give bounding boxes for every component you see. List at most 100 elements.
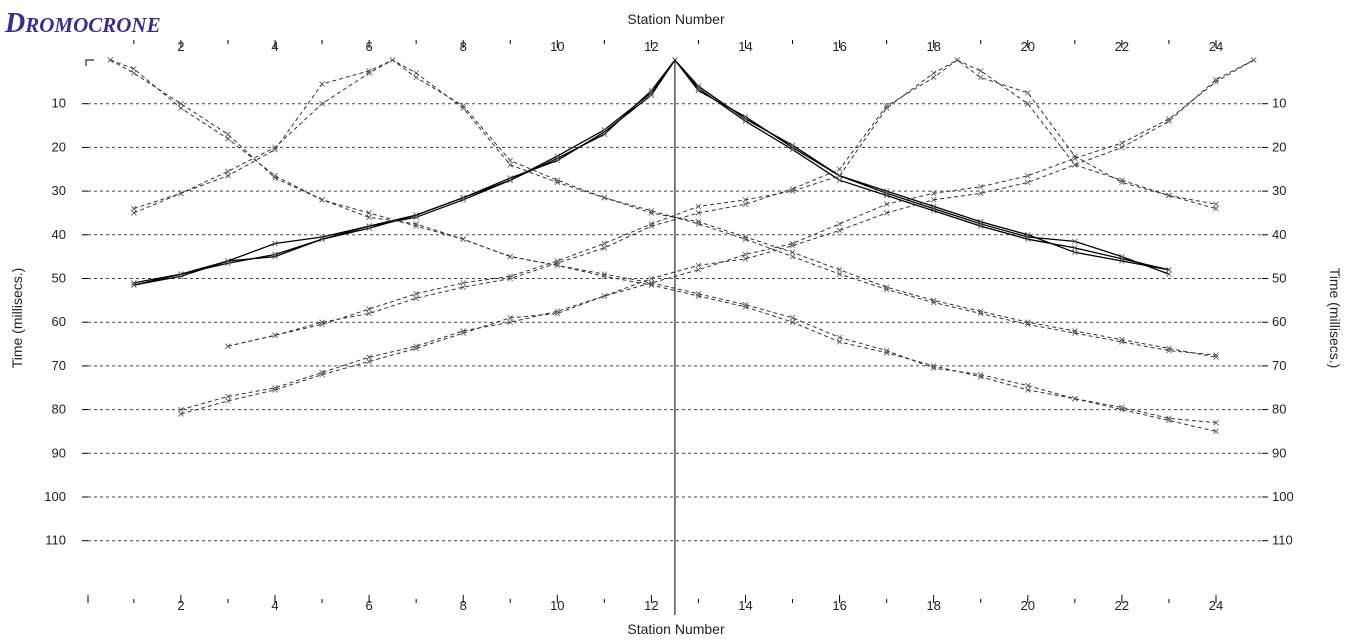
- series-6-point-16: [789, 315, 796, 321]
- series-1-point-11: [601, 127, 608, 133]
- x-tick-label-bottom-18: 18: [926, 598, 940, 613]
- series-5-point-5: [319, 81, 325, 87]
- series-8-point-7: [507, 273, 514, 280]
- series-5-point-13: [648, 207, 655, 214]
- series-5-point-2: [178, 190, 184, 197]
- series-6-point-5: [272, 173, 278, 179]
- series-5-point-20: [977, 310, 984, 317]
- series-9-point-16: [930, 74, 937, 81]
- series-7-point-24: [1166, 417, 1172, 424]
- series-10-point-13: [742, 256, 749, 262]
- x-tick-label-bottom-6: 6: [365, 598, 372, 613]
- series-9-point-10: [648, 223, 655, 229]
- series-7-point-21: [1025, 387, 1031, 393]
- series-4-point-3: [225, 168, 231, 175]
- series-11-point-7: [460, 328, 466, 334]
- series-4-point-23: [1119, 336, 1125, 343]
- series-11-line: [180, 59, 1254, 411]
- series-3-point-21: [1025, 232, 1031, 238]
- series-7-point-4: [225, 131, 231, 138]
- series-9-point-21: [1119, 179, 1125, 186]
- series-9-point-6: [460, 284, 466, 291]
- series-3-point-6: [366, 223, 372, 229]
- series-7-point-15: [742, 304, 749, 310]
- series-2-point-18: [883, 192, 890, 199]
- series-10-point-20: [1072, 162, 1078, 168]
- x-tick-label-top-12: 12: [644, 39, 658, 54]
- series-6-point-23: [1119, 404, 1125, 411]
- series-9-point-9: [601, 245, 608, 251]
- corner-bracket: [85, 59, 94, 66]
- series-5-point-19: [930, 299, 937, 306]
- series-10-point-18: [977, 190, 984, 197]
- series-5-point-3: [225, 173, 231, 179]
- series-3-point-18: [883, 188, 890, 194]
- series-11-point-16: [883, 201, 890, 207]
- series-7-point-17: [836, 339, 843, 345]
- series-7-point-6: [319, 197, 325, 203]
- series-4-point-14: [695, 218, 702, 225]
- series-7-point-2: [131, 70, 137, 76]
- series-6-point-17: [836, 334, 843, 341]
- x-tick-label-bottom-20: 20: [1021, 598, 1035, 613]
- series-10-point-7: [460, 330, 466, 336]
- y-tick-label-left-110: 110: [45, 533, 66, 548]
- series-3-point-10: [554, 155, 561, 162]
- series-7-point-7: [366, 214, 372, 221]
- series-1-point-12: [648, 89, 655, 96]
- series-3-point-16: [789, 144, 796, 151]
- series-10-point-21: [1119, 144, 1125, 151]
- series-10-point-16: [883, 210, 890, 216]
- series-9-point-17: [954, 57, 961, 63]
- series-9-point-12: [742, 201, 749, 207]
- page-title: DROMOCRONE: [4, 8, 161, 39]
- series-11-point-15: [836, 221, 843, 227]
- series-2-point-15: [742, 118, 749, 124]
- series-3-point-1: [131, 282, 137, 288]
- series-7-point-23: [1119, 406, 1125, 413]
- y-tick-label-left-70: 70: [52, 358, 66, 373]
- series-8-point-8: [554, 258, 561, 264]
- series-7-point-19: [930, 363, 937, 369]
- series-7-point-14: [695, 293, 702, 299]
- y-tick-label-left-80: 80: [52, 402, 66, 417]
- series-7-point-8: [413, 221, 419, 227]
- series-7-point-22: [1072, 395, 1078, 402]
- x-tick-label-top-18: 18: [926, 39, 940, 54]
- series-8-point-19: [1025, 100, 1031, 107]
- series-5-point-10: [507, 157, 514, 164]
- series-11-point-21: [1119, 140, 1125, 146]
- series-3-point-19: [930, 203, 937, 210]
- page-title-initial: D: [4, 8, 25, 39]
- series-3-point-3: [225, 258, 231, 264]
- series-6-point-14: [695, 291, 702, 297]
- series-4-point-10: [507, 162, 514, 168]
- series-2-point-22: [1072, 245, 1078, 251]
- series-6-line: [110, 59, 1217, 424]
- x-tick-label-top-20: 20: [1021, 39, 1035, 54]
- x-tick-label-top-2: 2: [177, 39, 184, 54]
- y-tick-label-left-90: 90: [52, 445, 66, 460]
- series-3-point-24: [1166, 266, 1172, 273]
- series-2-point-11: [601, 129, 608, 135]
- series-9-point-8: [554, 260, 561, 266]
- x-axis-title-bottom: Station Number: [627, 621, 725, 637]
- series-10-point-11: [648, 275, 655, 282]
- series-5-point-18: [883, 286, 890, 293]
- series-4-point-15: [742, 234, 749, 240]
- series-6-point-2: [131, 65, 137, 72]
- series-7-point-20: [977, 374, 984, 380]
- series-9-point-13: [789, 186, 796, 192]
- series-7-line: [110, 59, 1217, 432]
- x-tick-label-top-4: 4: [271, 39, 278, 54]
- x-tick-label-top-10: 10: [550, 39, 564, 54]
- series-4-point-20: [977, 308, 984, 315]
- y-tick-label-right-70: 70: [1272, 358, 1286, 373]
- series-10-point-19: [1025, 179, 1031, 186]
- series-7-point-25: [1213, 428, 1219, 435]
- y-tick-label-right-80: 80: [1272, 402, 1286, 417]
- series-7-point-1: [107, 57, 114, 63]
- series-11-point-1: [178, 406, 184, 413]
- series-5-point-17: [836, 271, 843, 277]
- y-tick-label-left-60: 60: [52, 314, 66, 329]
